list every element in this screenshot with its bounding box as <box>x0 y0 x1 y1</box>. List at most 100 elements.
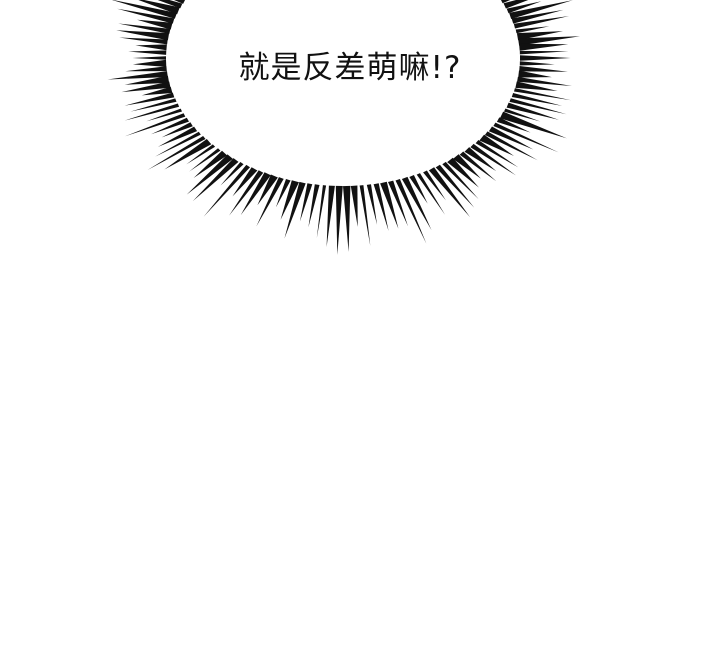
burst-ray <box>515 81 558 91</box>
burst-ray <box>350 185 358 227</box>
burst-ray <box>124 103 180 121</box>
burst-ray <box>161 122 193 138</box>
burst-ray <box>229 170 264 216</box>
burst-ray <box>203 164 250 217</box>
burst-ray <box>519 50 569 55</box>
burst-ray <box>475 140 519 168</box>
burst-ray <box>232 167 258 197</box>
burst-ray <box>459 151 497 182</box>
burst-ray <box>428 167 471 218</box>
burst-ray <box>343 185 351 252</box>
burst-ray <box>107 71 168 80</box>
burst-ray <box>388 180 408 227</box>
burst-ray <box>141 86 173 96</box>
burst-ray <box>501 0 511 4</box>
burst-ray <box>154 131 201 157</box>
burst-ray <box>132 56 166 60</box>
burst-ray <box>147 136 206 170</box>
burst-ray <box>151 117 189 135</box>
burst-ray <box>520 55 571 61</box>
burst-ray <box>515 26 550 34</box>
burst-ray <box>192 158 239 202</box>
burst-ray <box>257 174 278 206</box>
burst-ray <box>409 175 428 204</box>
burst-ray <box>401 176 432 231</box>
burst-ray <box>193 150 228 178</box>
burst-ray <box>519 43 569 51</box>
burst-ray <box>135 44 167 51</box>
burst-ray <box>308 184 320 228</box>
burst-ray <box>514 88 572 101</box>
burst-ray <box>496 117 531 133</box>
speech-bubble-text: 就是反差萌嘛!? <box>238 50 462 86</box>
burst-ray <box>280 180 299 220</box>
burst-ray <box>506 1 542 14</box>
burst-ray <box>326 185 335 247</box>
burst-ray <box>186 144 216 165</box>
burst-ray <box>118 23 171 34</box>
burst-ray <box>256 177 284 227</box>
burst-ray <box>493 122 559 153</box>
burst-ray <box>112 0 177 19</box>
burst-ray <box>511 93 563 106</box>
burst-ray <box>453 154 481 179</box>
burst-ray <box>517 76 572 86</box>
burst-ray <box>157 0 183 9</box>
burst-ray <box>366 184 378 225</box>
burst-ray <box>146 108 182 122</box>
burst-ray <box>488 126 534 150</box>
burst-ray <box>423 170 446 201</box>
burst-ray <box>316 185 327 238</box>
burst-ray <box>335 185 343 255</box>
burst-ray-group <box>107 0 580 255</box>
burst-ray <box>447 157 479 188</box>
burst-ray <box>499 111 567 139</box>
burst-ray <box>117 8 175 24</box>
burst-ray <box>130 98 177 112</box>
burst-ray <box>124 75 170 85</box>
burst-ray <box>121 81 171 93</box>
burst-ray <box>464 147 497 172</box>
burst-ray <box>518 70 552 78</box>
burst-ray <box>220 162 244 186</box>
burst-ray <box>503 0 529 9</box>
burst-ray <box>518 36 580 46</box>
burst-ray <box>359 185 371 246</box>
burst-ray <box>416 173 445 215</box>
burst-ray <box>435 164 475 208</box>
burst-ray <box>479 134 514 156</box>
burst-ray <box>137 19 173 30</box>
burst-ray <box>124 92 175 106</box>
burst-ray <box>509 98 567 115</box>
burst-ray <box>125 113 186 137</box>
burst-ray <box>470 143 516 176</box>
burst-ray <box>395 179 427 244</box>
burst-ray <box>519 66 568 72</box>
burst-ray <box>189 148 221 172</box>
burst-ray <box>119 37 168 45</box>
burst-ray <box>504 108 541 122</box>
burst-ray <box>484 131 538 161</box>
burst-ray <box>164 139 212 170</box>
burst-ray <box>511 9 564 24</box>
burst-ray <box>125 66 167 72</box>
burst-ray <box>380 181 399 229</box>
burst-ray <box>506 102 559 120</box>
burst-ray <box>299 183 313 222</box>
burst-ray <box>373 183 389 231</box>
burst-ray <box>116 30 170 41</box>
burst-ray <box>275 179 291 208</box>
burst-ray <box>128 50 167 55</box>
burst-ray <box>516 31 563 41</box>
burst-ray <box>442 161 479 199</box>
burst-ray <box>284 181 306 239</box>
burst-ray <box>186 154 233 195</box>
burst-ray <box>138 0 180 15</box>
burst-ray <box>132 59 167 67</box>
burst-ray <box>509 0 573 19</box>
burst-ray <box>519 61 555 66</box>
burst-ray <box>240 172 271 215</box>
burst-ray <box>513 16 570 29</box>
